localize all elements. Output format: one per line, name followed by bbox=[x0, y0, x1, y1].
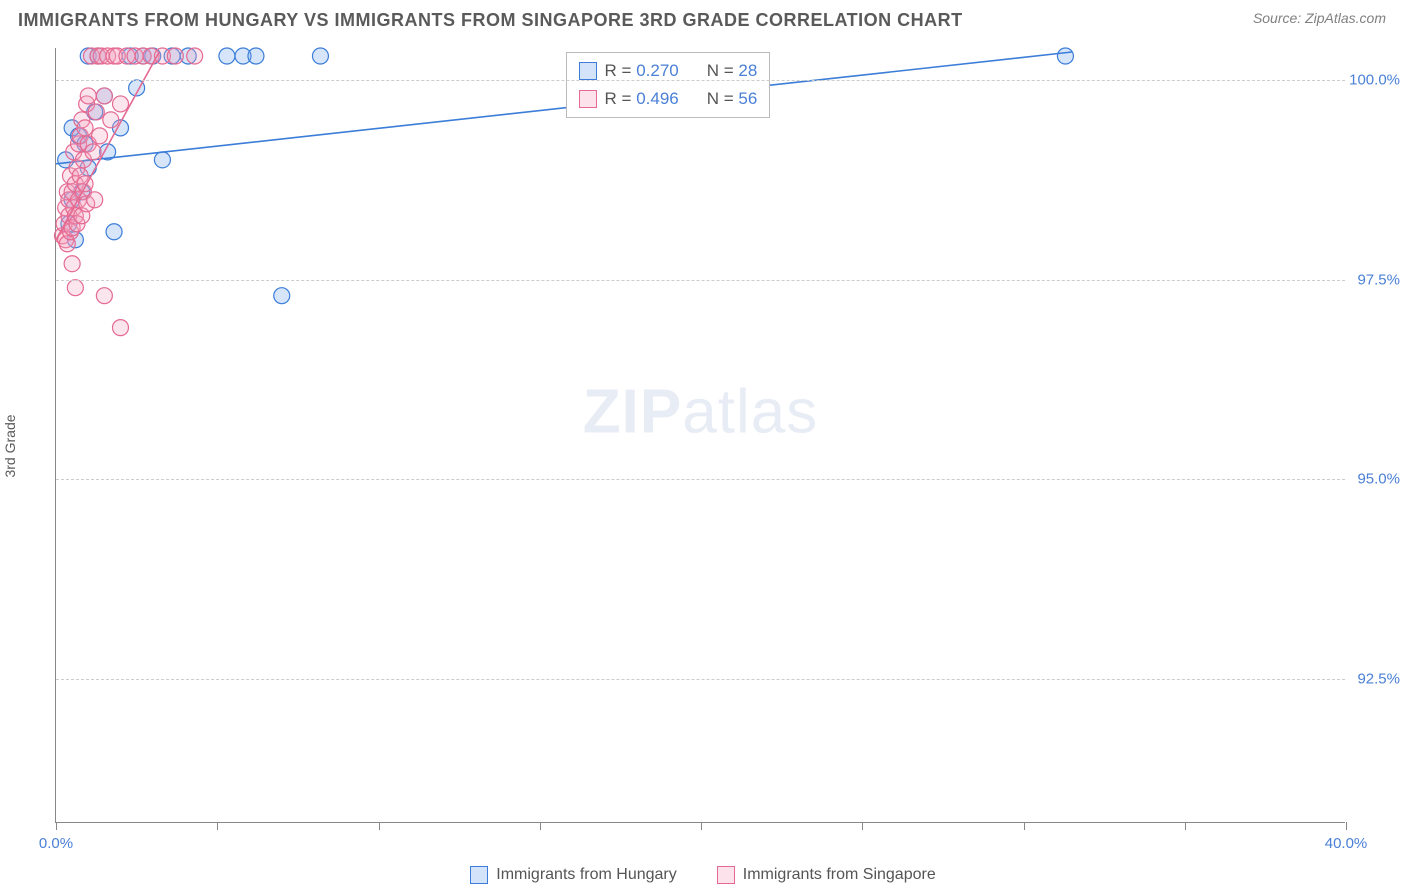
y-tick-label: 97.5% bbox=[1357, 271, 1400, 288]
data-point bbox=[113, 320, 129, 336]
data-point bbox=[92, 128, 108, 144]
y-axis-label: 3rd Grade bbox=[2, 414, 18, 477]
legend-n-label: N = 56 bbox=[707, 85, 758, 113]
data-point bbox=[187, 48, 203, 64]
data-point bbox=[248, 48, 264, 64]
data-point bbox=[154, 152, 170, 168]
data-point bbox=[64, 256, 80, 272]
y-tick-label: 100.0% bbox=[1349, 71, 1400, 88]
chart-header: IMMIGRANTS FROM HUNGARY VS IMMIGRANTS FR… bbox=[18, 10, 1386, 31]
legend-swatch bbox=[579, 90, 597, 108]
series-label: Immigrants from Hungary bbox=[496, 866, 677, 884]
data-point bbox=[96, 88, 112, 104]
data-point bbox=[167, 48, 183, 64]
chart-title: IMMIGRANTS FROM HUNGARY VS IMMIGRANTS FR… bbox=[18, 10, 963, 31]
legend-swatch bbox=[579, 62, 597, 80]
plot-area: ZIPatlas R = 0.270N = 28R = 0.496N = 56 … bbox=[55, 48, 1345, 823]
data-point bbox=[103, 112, 119, 128]
trend-line bbox=[56, 52, 1072, 164]
data-point bbox=[274, 288, 290, 304]
data-point bbox=[87, 192, 103, 208]
data-point bbox=[312, 48, 328, 64]
legend-r-label: R = 0.496 bbox=[605, 85, 679, 113]
x-tick-label: 40.0% bbox=[1325, 835, 1368, 852]
series-legend: Immigrants from Hungary Immigrants from S… bbox=[0, 866, 1406, 884]
x-tick bbox=[379, 822, 380, 830]
x-tick bbox=[540, 822, 541, 830]
data-point bbox=[77, 120, 93, 136]
stats-legend: R = 0.270N = 28R = 0.496N = 56 bbox=[566, 52, 771, 118]
legend-swatch bbox=[717, 866, 735, 884]
gridline bbox=[56, 679, 1345, 680]
legend-row: R = 0.496 N = 56 bbox=[579, 85, 758, 113]
data-point bbox=[67, 280, 83, 296]
x-tick-label: 0.0% bbox=[39, 835, 73, 852]
plot-svg bbox=[56, 48, 1345, 822]
data-point bbox=[88, 104, 104, 120]
gridline bbox=[56, 280, 1345, 281]
gridline bbox=[56, 479, 1345, 480]
data-point bbox=[85, 144, 101, 160]
chart-source: Source: ZipAtlas.com bbox=[1253, 10, 1386, 26]
x-tick bbox=[217, 822, 218, 830]
data-point bbox=[219, 48, 235, 64]
y-tick-label: 92.5% bbox=[1357, 671, 1400, 688]
series-label: Immigrants from Singapore bbox=[743, 866, 936, 884]
data-point bbox=[80, 88, 96, 104]
legend-swatch bbox=[470, 866, 488, 884]
x-tick bbox=[1185, 822, 1186, 830]
y-tick-label: 95.0% bbox=[1357, 471, 1400, 488]
gridline bbox=[56, 80, 1345, 81]
x-tick bbox=[1346, 822, 1347, 830]
series-legend-item: Immigrants from Singapore bbox=[717, 866, 936, 884]
data-point bbox=[1057, 48, 1073, 64]
series-legend-item: Immigrants from Hungary bbox=[470, 866, 677, 884]
data-point bbox=[106, 224, 122, 240]
x-tick bbox=[1024, 822, 1025, 830]
x-tick bbox=[862, 822, 863, 830]
x-tick bbox=[701, 822, 702, 830]
data-point bbox=[96, 288, 112, 304]
x-tick bbox=[56, 822, 57, 830]
data-point bbox=[113, 96, 129, 112]
